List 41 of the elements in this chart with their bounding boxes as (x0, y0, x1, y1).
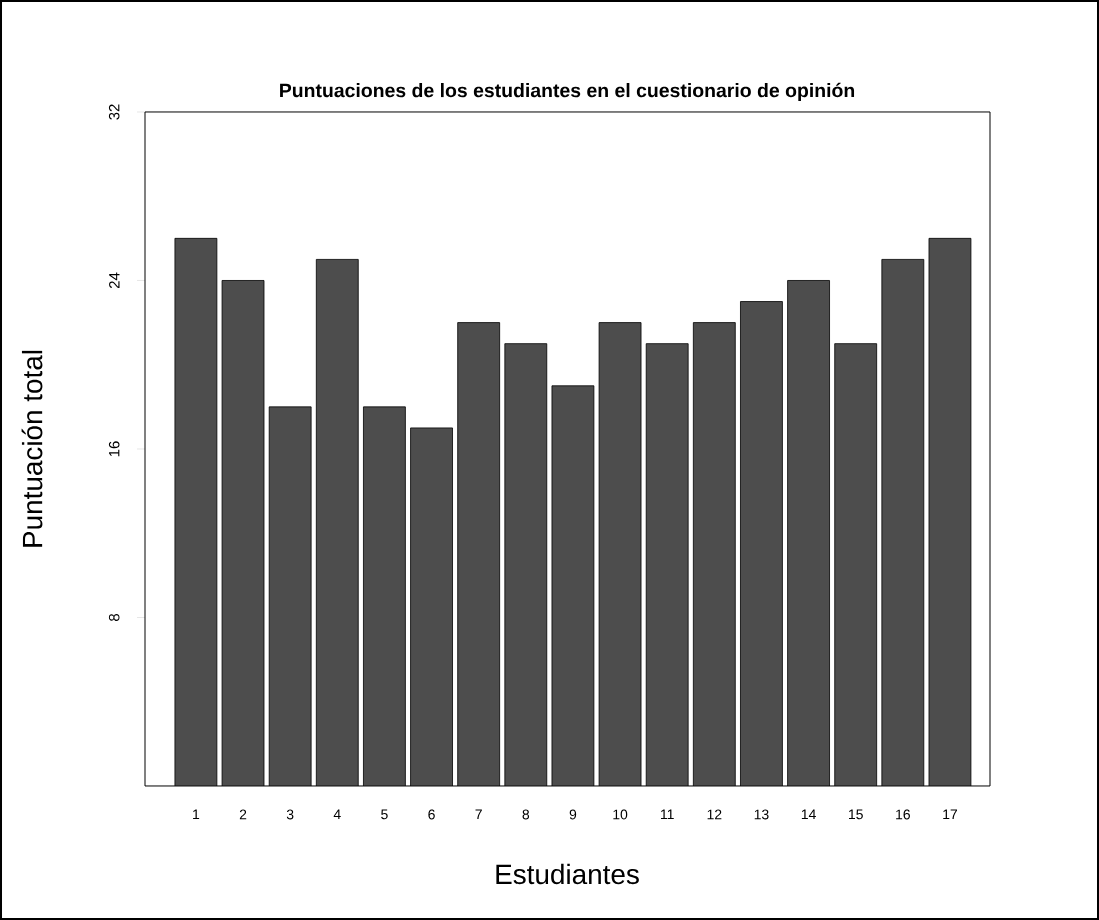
bar (363, 406, 406, 786)
bar (928, 237, 972, 786)
y-tick-label: 16 (108, 441, 120, 457)
x-tick-label: 3 (286, 809, 294, 820)
x-tick-label: 15 (849, 809, 863, 820)
x-tick-label: 5 (381, 809, 388, 820)
bar (174, 238, 217, 786)
y-tick-label: 32 (108, 104, 120, 120)
bar (410, 427, 453, 786)
bar (881, 259, 924, 786)
bar (269, 406, 312, 786)
bar (787, 280, 830, 786)
x-axis-title: Estudiantes (496, 863, 639, 885)
bar (740, 301, 783, 786)
x-tick-label: 12 (707, 809, 722, 820)
x-tick-label: 11 (661, 809, 674, 820)
chart-title: Puntuaciones de los estudiantes en el cuestionario de opinión (280, 82, 855, 102)
y-tick-label: 8 (108, 613, 120, 621)
x-tick-label: 8 (522, 809, 530, 820)
y-axis-title: Puntuación total (21, 350, 43, 547)
x-tick-label: 7 (475, 809, 482, 820)
x-tick-label: 16 (896, 809, 910, 820)
bar (222, 280, 265, 786)
bar (693, 322, 736, 786)
x-tick-label: 14 (801, 809, 816, 820)
bar (316, 259, 359, 786)
bar (646, 343, 689, 786)
x-tick-label: 9 (569, 809, 577, 820)
x-tick-label: 1 (193, 809, 200, 820)
x-tick-label: 2 (239, 809, 247, 820)
bar (504, 343, 547, 786)
y-tick-label: 24 (109, 272, 120, 289)
bar (599, 322, 642, 786)
x-tick-label: 10 (613, 809, 628, 820)
bar (551, 385, 594, 786)
x-tick-label: 4 (333, 809, 341, 820)
bar (834, 343, 877, 786)
x-tick-label: 13 (754, 809, 769, 820)
x-tick-label: 6 (428, 809, 435, 820)
bar (457, 322, 500, 786)
x-tick-label: 17 (943, 809, 958, 820)
